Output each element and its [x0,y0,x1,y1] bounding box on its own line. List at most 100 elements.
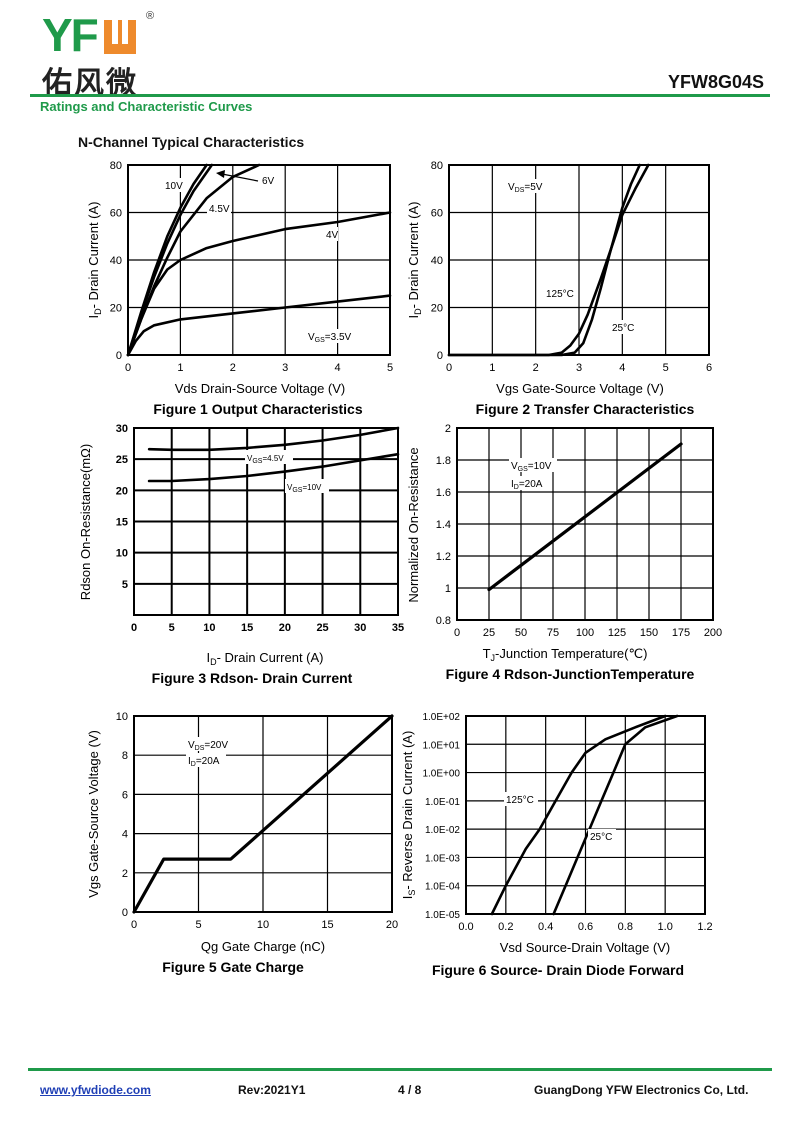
x-axis-label: Vsd Source-Drain Voltage (V) [500,940,671,955]
annotation-label: VDS=5V [508,182,543,194]
x-tick-label: 5 [195,919,201,931]
x-tick-label: 50 [515,627,527,639]
y-tick-label: 0 [116,350,122,362]
y-tick-label: 1.0E+00 [422,769,460,780]
annotation-label: 4V [326,230,339,241]
annotation-bg [324,227,338,241]
chart-fig1: 0 1 2 3 4 5 0 20 40 60 80 Vds Drain-Source Voltage … [86,160,393,417]
y-axis-label: ID- Drain Current (A) [86,201,103,318]
x-tick-label: 15 [321,919,333,931]
x-tick-label: 100 [576,627,594,639]
annotation-bg [509,476,549,490]
y-tick-label: 80 [431,160,443,172]
y-tick-label: 1.0E+02 [422,712,460,723]
chart-fig4: 0 25 50 75 100 125 150 175 200 0.8 1 1.2 1.4 1.6 1.8 2 T… [406,423,722,682]
x-tick-label: 6 [706,362,712,374]
y-tick-label: 30 [116,423,128,435]
y-tick-label: 25 [116,454,128,466]
section-title: Ratings and Characteristic Curves [40,99,253,114]
y-tick-label: 1.0E-04 [425,882,460,893]
x-tick-label: 2 [533,362,539,374]
x-tick-label: 1.0 [658,921,673,933]
y-axis-label: IS- Reverse Drain Current (A) [400,731,417,900]
registered-mark: ® [146,10,155,22]
chart-fig6: 0.0 0.2 0.4 0.6 0.8 1.0 1.2 1.0E-05 1.0E-04 1.0E-… [400,712,713,978]
figure-title: Figure 2 Transfer Characteristics [476,401,695,417]
figure-title: Figure 5 Gate Charge [162,959,304,975]
annotation-arrow [221,173,259,182]
x-tick-label: 125 [608,627,626,639]
x-tick-label: 150 [640,627,658,639]
page-number: 4 / 8 [398,1083,422,1097]
x-tick-label: 25 [316,622,328,634]
y-axis-label: Vgs Gate-Source Voltage (V) [86,730,101,898]
x-tick-label: 35 [392,622,404,634]
x-tick-label: 1.2 [697,921,712,933]
x-tick-label: 0.4 [538,921,553,933]
y-tick-label: 6 [122,789,128,801]
footer-divider [28,1068,772,1071]
y-axis-label: ID- Drain Current (A) [406,201,423,318]
y-tick-label: 5 [122,579,128,591]
y-tick-label: 1.0E-03 [425,853,460,864]
x-axis-label: Vds Drain-Source Voltage (V) [175,381,346,396]
x-tick-label: 0 [131,622,137,634]
plot-frame [448,164,710,356]
annotation-label: VGS=3.5V [308,332,352,344]
annotation-bg [588,829,616,843]
x-tick-label: 1 [177,362,183,374]
y-tick-label: 0 [437,350,443,362]
company-name: GuangDong YFW Electronics Co, Ltd. [534,1083,749,1097]
annotation-label: ID=20A [511,479,543,491]
x-tick-label: 30 [354,622,366,634]
x-tick-label: 10 [203,622,215,634]
header-divider [30,94,770,97]
x-tick-label: 0 [125,362,131,374]
figure-title: Figure 1 Output Characteristics [153,401,362,417]
y-tick-label: 20 [116,485,128,497]
revision: Rev:2021Y1 [238,1083,306,1097]
annotation-label: VGS=10V [511,461,552,473]
annotation-bg [260,173,278,187]
series-line-6v [126,163,214,357]
y-tick-label: 4 [122,829,128,841]
annotation-bg [504,792,538,806]
arrow-head-icon [216,170,225,178]
annotation-bg [186,753,226,767]
annotation-label: 25°C [590,832,612,843]
y-tick-label: 1 [445,583,451,595]
y-axis-label: Normalized On-Resistance [406,447,421,602]
x-tick-label: 3 [282,362,288,374]
series-line-125-c [447,163,650,357]
x-tick-label: 20 [386,919,398,931]
x-tick-label: 0 [454,627,460,639]
x-tick-label: 0.6 [578,921,593,933]
y-tick-label: 1.0E-02 [425,825,460,836]
annotation-label: 4.5V [209,204,230,215]
annotation-label: 125°C [546,289,574,300]
series-line-4v [126,211,392,357]
figure-title: Figure 6 Source- Drain Diode Forward [432,962,684,978]
annotation-label: VGS=10V [287,483,322,494]
x-tick-label: 4 [335,362,341,374]
x-axis-label: ID- Drain Current (A) [206,650,323,667]
x-tick-label: 20 [279,622,291,634]
series-line-25-c [552,714,679,916]
y-tick-label: 80 [110,160,122,172]
series-line-vds-20v-id-20a [132,714,394,914]
annotation-bg [509,458,557,472]
x-tick-label: 10 [257,919,269,931]
website-link[interactable]: www.yfwdiode.com [40,1083,151,1097]
annotation-label: 125°C [506,795,534,806]
y-tick-label: 1.2 [436,551,451,563]
y-tick-label: 1.0E-05 [425,910,460,921]
x-tick-label: 3 [576,362,582,374]
plot-frame [465,715,706,915]
x-tick-label: 15 [241,622,253,634]
x-axis-label: Vgs Gate-Source Voltage (V) [496,381,664,396]
y-tick-label: 1.6 [436,487,451,499]
x-axis-label: TJ-Junction Temperature(℃) [483,646,648,663]
y-tick-label: 1.4 [436,519,451,531]
x-tick-label: 0 [131,919,137,931]
